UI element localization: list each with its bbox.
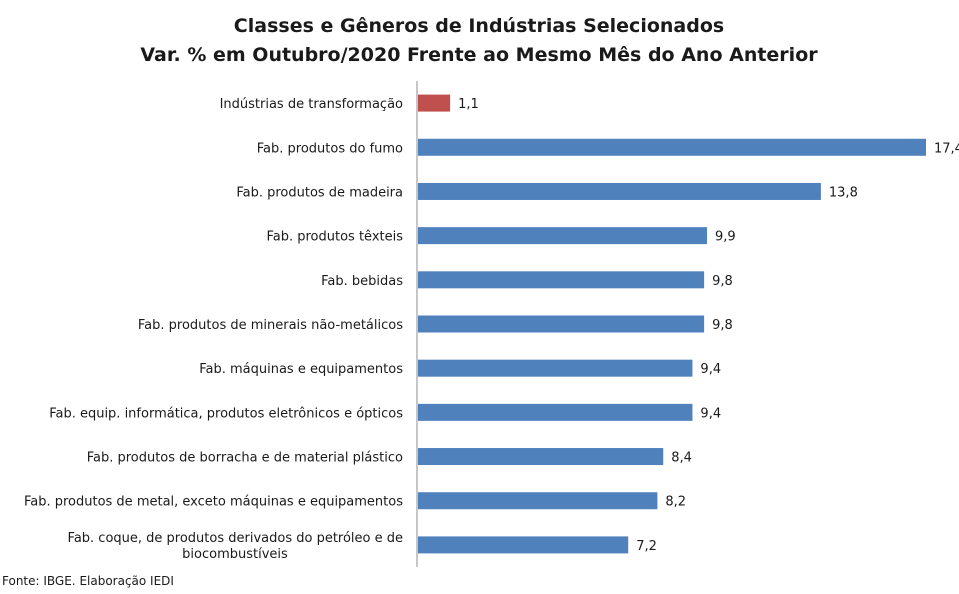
bar-1	[418, 94, 451, 112]
value-label-11: 7,2	[636, 539, 657, 554]
chart-title-line-2: Var. % em Outubro/2020 Frente ao Mesmo M…	[140, 44, 818, 66]
value-label-8: 9,4	[700, 406, 721, 421]
bar-5	[418, 271, 705, 289]
bars-group	[418, 94, 926, 554]
chart-title-line-1: Classes e Gêneros de Indústrias Selecion…	[234, 15, 724, 37]
bar-3	[418, 182, 821, 200]
value-labels-group: 1,1 17,4 13,8 9,9 9,8 9,8 9,4 9,4 8,4 8,2 7,2	[458, 97, 959, 554]
bar-9	[418, 448, 664, 466]
bar-4	[418, 227, 708, 245]
value-label-5: 9,8	[712, 274, 733, 289]
category-label-7: Fab. máquinas e equipamentos	[199, 362, 403, 377]
bar-6	[418, 315, 705, 333]
category-label-4: Fab. produtos têxteis	[266, 230, 403, 245]
value-label-9: 8,4	[671, 451, 692, 466]
value-label-3: 13,8	[829, 185, 858, 200]
value-label-4: 9,9	[715, 230, 736, 245]
category-labels-group: Indústrias de transformação Fab. produtos…	[24, 97, 403, 562]
category-label-10: Fab. produtos de metal, exceto máquinas …	[24, 495, 403, 510]
bar-2	[418, 138, 926, 156]
bar-11	[418, 536, 629, 554]
value-label-10: 8,2	[665, 495, 686, 510]
category-label-9: Fab. produtos de borracha e de material …	[87, 451, 403, 466]
chart-title: Classes e Gêneros de Indústrias Selecion…	[140, 15, 818, 66]
category-label-3: Fab. produtos de madeira	[236, 185, 403, 200]
bar-8	[418, 403, 693, 421]
category-label-1: Indústrias de transformação	[220, 97, 403, 112]
bar-7	[418, 359, 693, 377]
value-label-6: 9,8	[712, 318, 733, 333]
source-note: Fonte: IBGE. Elaboração IEDI	[2, 574, 174, 588]
category-label-11-line-1: Fab. coque, de produtos derivados do pet…	[68, 531, 403, 546]
value-label-1: 1,1	[458, 97, 479, 112]
category-label-11-line-2: biocombustíveis	[182, 547, 288, 562]
category-label-6: Fab. produtos de minerais não-metálicos	[138, 318, 403, 333]
category-label-2: Fab. produtos do fumo	[257, 141, 403, 156]
category-label-5: Fab. bebidas	[321, 274, 403, 289]
bar-10	[418, 492, 658, 510]
category-label-8: Fab. equip. informática, produtos eletrô…	[49, 406, 403, 421]
value-label-2: 17,4	[934, 141, 959, 156]
value-label-7: 9,4	[700, 362, 721, 377]
